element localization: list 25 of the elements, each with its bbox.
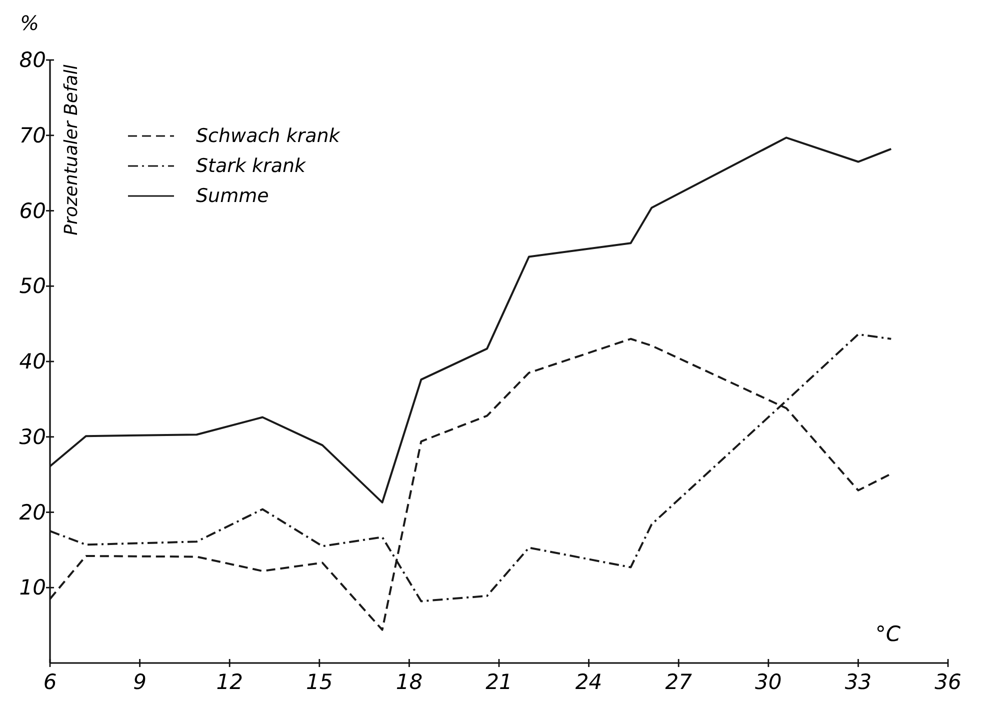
legend-label: Summe xyxy=(196,185,269,207)
y-tick-label: 60 xyxy=(19,198,46,223)
x-tick-label: 21 xyxy=(486,670,512,694)
x-tick-label: 24 xyxy=(575,670,602,694)
x-tick-label: 27 xyxy=(665,670,693,694)
y-axis-title: Prozentualer Befall xyxy=(61,64,82,236)
y-tick-label: 30 xyxy=(19,424,46,449)
y-tick-label: 70 xyxy=(19,123,46,148)
y-tick-label: 80 xyxy=(19,48,46,72)
y-tick-label: 10 xyxy=(19,576,46,600)
y-tick-label: 50 xyxy=(19,274,46,298)
x-tick-label: 6 xyxy=(43,670,57,694)
y-tick-label: 40 xyxy=(19,350,46,374)
y-tick-label: 20 xyxy=(19,500,46,524)
legend-label: Schwach krank xyxy=(196,125,341,147)
x-tick-label: 9 xyxy=(133,670,146,694)
x-tick-label: 36 xyxy=(934,670,962,694)
x-axis-title: °C xyxy=(875,622,901,646)
text: % xyxy=(20,11,40,35)
x-tick-label: 12 xyxy=(216,670,243,694)
x-tick-label: 30 xyxy=(755,670,782,694)
legend-label: Stark krank xyxy=(196,155,307,177)
x-tick-label: 33 xyxy=(844,670,872,694)
x-tick-label: 15 xyxy=(306,670,333,694)
x-tick-label: 18 xyxy=(396,670,423,694)
